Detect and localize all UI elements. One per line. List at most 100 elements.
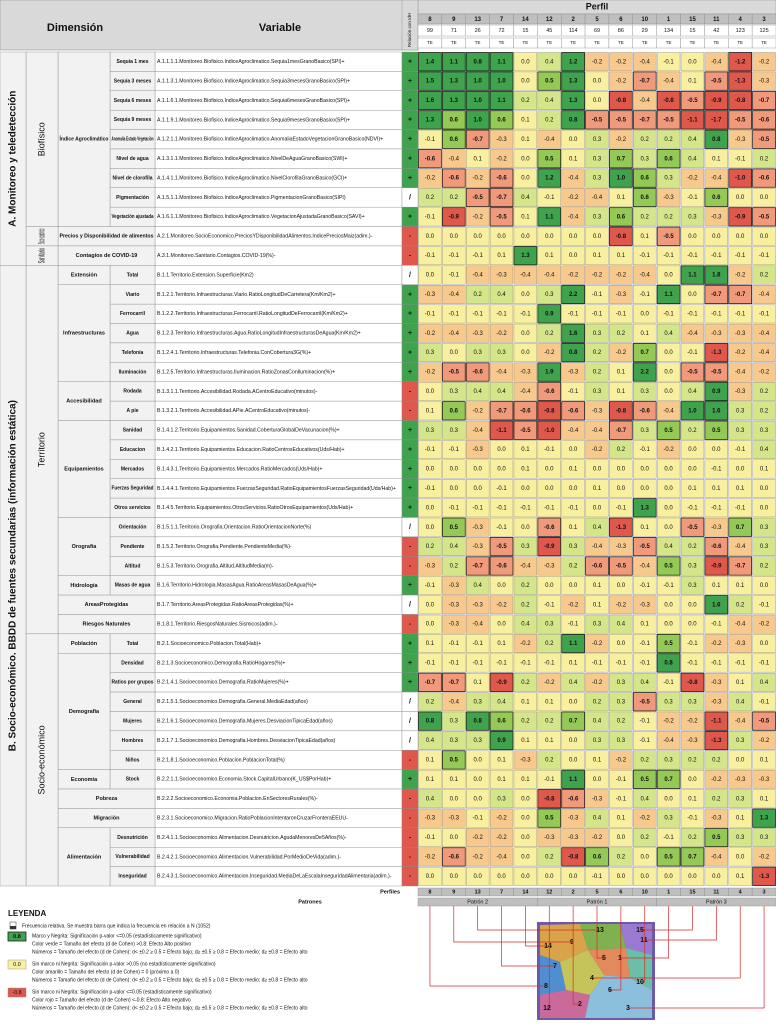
heat-value: 0.1 [712,486,721,492]
sign-label: + [408,369,412,376]
heat-cell [633,634,657,653]
heat-cell [561,575,585,595]
heat-cell [418,420,442,440]
heat-value: 0.0 [760,195,769,201]
sub-label: Nivel de clorofila [112,175,152,181]
heat-cell [680,362,705,382]
heat-cell [704,71,729,91]
map-label: 10 [636,979,644,986]
heat-cell [728,440,752,460]
heat-value: 0.1 [545,738,554,744]
heat-cell [633,207,657,227]
heat-value: 1.9 [545,370,554,376]
heat-cell [442,226,466,246]
heat-cell [418,168,442,188]
heat-cell [585,459,609,479]
heat-value: -0.1 [759,661,770,667]
heat-cell [537,692,561,712]
legend-title: LEYENDA [8,909,46,918]
heat-value: -1.1 [496,428,507,434]
heat-value: 0.5 [545,816,554,822]
te-label: TE [690,40,696,45]
heat-cell [585,537,609,556]
block-label: Socio-económico [36,725,46,794]
heat-cell [609,769,633,789]
heat-cell [513,750,538,770]
variable-label: B.2.1.8.1.Socioeconomico.Poblacion.Pobla… [157,757,285,763]
perfiles-number: 9 [452,889,455,895]
heat-cell [466,246,490,266]
heat-value: 1.6 [712,408,721,414]
pattern-label: Patrón 2 [467,899,488,905]
heat-value: 0.2 [760,156,769,162]
heat-cell [609,382,633,401]
heat-value: 1.3 [426,117,435,123]
heat-value: 0.8 [569,350,578,356]
heat-value: 1.1 [569,777,578,783]
te-label: TE [594,40,600,45]
heat-cell [489,149,514,169]
heat-value: -0.1 [496,525,507,531]
heat-cell [728,382,752,401]
heat-cell [466,478,490,498]
sign-label: + [408,117,412,124]
heat-value: 0.3 [664,176,673,182]
heat-value: 0.2 [617,331,626,337]
variable-label: B.1.4.3.1.Territorio.Equipamientos.Merca… [157,466,322,472]
heat-cell [609,246,633,266]
heat-cell [561,149,585,169]
heat-cell [513,323,538,343]
heat-value: 1.1 [497,59,506,65]
map-region [580,924,626,950]
heat-cell [418,149,442,169]
heat-value: -0.1 [687,816,698,822]
perfil-number: 5 [595,17,599,23]
heat-cell [704,614,728,634]
heat-value: -0.2 [544,680,555,686]
perfil-number: 1 [667,17,671,23]
n-number: 29 [642,28,648,34]
heat-value: 0.0 [712,874,721,880]
heat-cell [441,168,466,188]
heat-cell [656,517,681,537]
perfiles-number: 4 [739,889,743,895]
heat-value: 0.4 [521,622,530,628]
heat-value: -1.1 [687,117,698,123]
heat-cell [513,731,538,750]
heat-value: 0.2 [545,641,554,647]
variable-label: A.2.1.Monitoreo.SocioEconomico.PreciosYD… [157,234,373,240]
heat-cell [633,847,657,867]
heat-value: -0.1 [520,311,531,317]
heat-value: 0.2 [426,195,435,201]
map-arrow [429,906,546,987]
heat-value: -0.4 [663,738,674,744]
heat-cell [656,575,681,595]
heat-cell [513,382,538,401]
heat-cell [537,129,561,149]
heat-cell [585,517,609,537]
heat-cell [466,382,490,401]
perfiles-number: 11 [713,889,719,895]
sub-label: Viario [126,292,140,298]
heat-cell [489,52,514,72]
legend-line: Color amarillo = Tamaño del efecto (d de… [32,969,180,975]
n-number: 69 [594,28,600,34]
heat-value: -0.5 [520,428,531,434]
heat-cell [632,168,657,188]
heat-cell [489,692,514,712]
map-label: 7 [553,963,557,970]
heat-value: -0.1 [449,311,460,317]
heat-value: -0.2 [592,641,603,647]
heat-value: -0.5 [496,214,507,220]
heat-cell [728,284,753,305]
heat-value: 2.2 [569,292,578,298]
heat-value: -0.2 [496,816,507,822]
heat-cell [537,536,562,557]
heat-value: -0.6 [759,176,770,182]
heat-value: 0.3 [569,544,578,550]
heat-cell [680,110,705,130]
heat-cell [704,866,728,886]
heat-cell [442,537,466,556]
heat-value: 0.0 [569,699,578,705]
heat-cell [633,575,657,595]
